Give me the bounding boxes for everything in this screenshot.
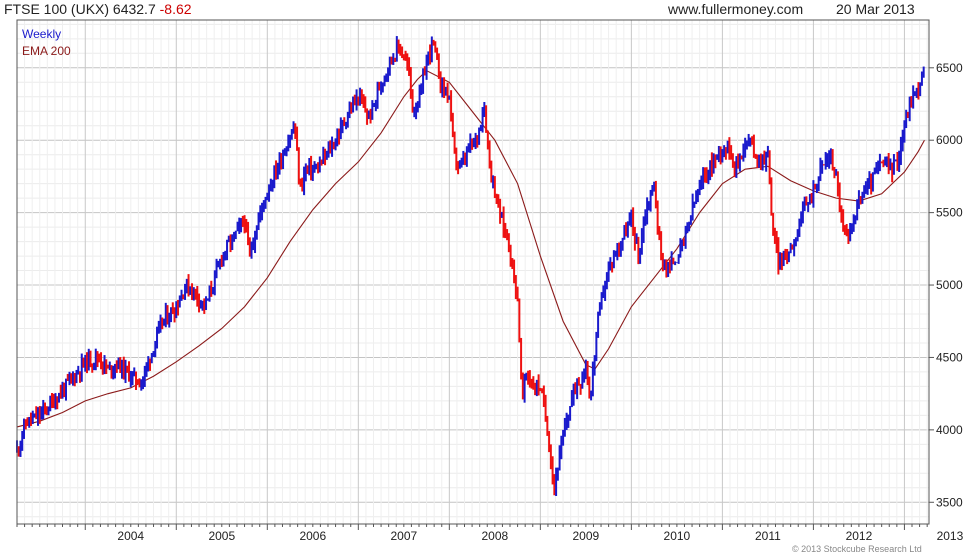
price-change: -8.62: [159, 1, 192, 17]
x-tick-label: 2012: [846, 529, 873, 543]
x-tick-label: 2006: [299, 529, 326, 543]
y-tick-label: 4000: [936, 423, 963, 437]
copyright-note: © 2013 Stockcube Research Ltd: [792, 544, 922, 554]
site-link[interactable]: www.fullermoney.com: [668, 1, 804, 17]
x-tick-label: 2010: [664, 529, 691, 543]
y-tick-label: 6500: [936, 61, 963, 75]
plot-frame: [16, 19, 930, 525]
chart-frame: [16, 19, 930, 525]
legend-weekly: Weekly: [22, 27, 61, 41]
chart-legend: Weekly EMA 200: [22, 27, 71, 58]
x-tick-label: 2004: [117, 529, 144, 543]
chart-title: FTSE 100 (UKX) 6432.7 -8.62: [4, 1, 192, 17]
x-tick-label: 2011: [755, 529, 781, 543]
y-tick-label: 6000: [936, 133, 963, 147]
index-name-price: FTSE 100 (UKX) 6432.7: [4, 1, 156, 17]
x-tick-label: 2007: [390, 529, 417, 543]
chart-grid: [16, 20, 929, 524]
x-tick-label: 2009: [573, 529, 600, 543]
y-axis-right: 3500 4000 4500 5000 5500 6000 6500: [929, 61, 963, 509]
y-tick-label: 5000: [936, 278, 963, 292]
x-tick-label: 2008: [481, 529, 508, 543]
weekly-price-series: [16, 36, 925, 497]
y-tick-label: 5500: [936, 206, 963, 220]
legend-ema-200: EMA 200: [22, 44, 71, 58]
x-axis-years: 2004 2005 2006 2007 2008 2009 2010 2011 2012 2013: [16, 524, 964, 543]
chart-header: FTSE 100 (UKX) 6432.7 -8.62 www.fullermo…: [0, 0, 980, 20]
y-tick-label: 3500: [936, 495, 963, 509]
x-tick-label: 2005: [208, 529, 235, 543]
chart-date: 20 Mar 2013: [836, 1, 915, 17]
y-tick-label: 4500: [936, 350, 963, 364]
x-tick-label: 2013: [937, 529, 964, 543]
